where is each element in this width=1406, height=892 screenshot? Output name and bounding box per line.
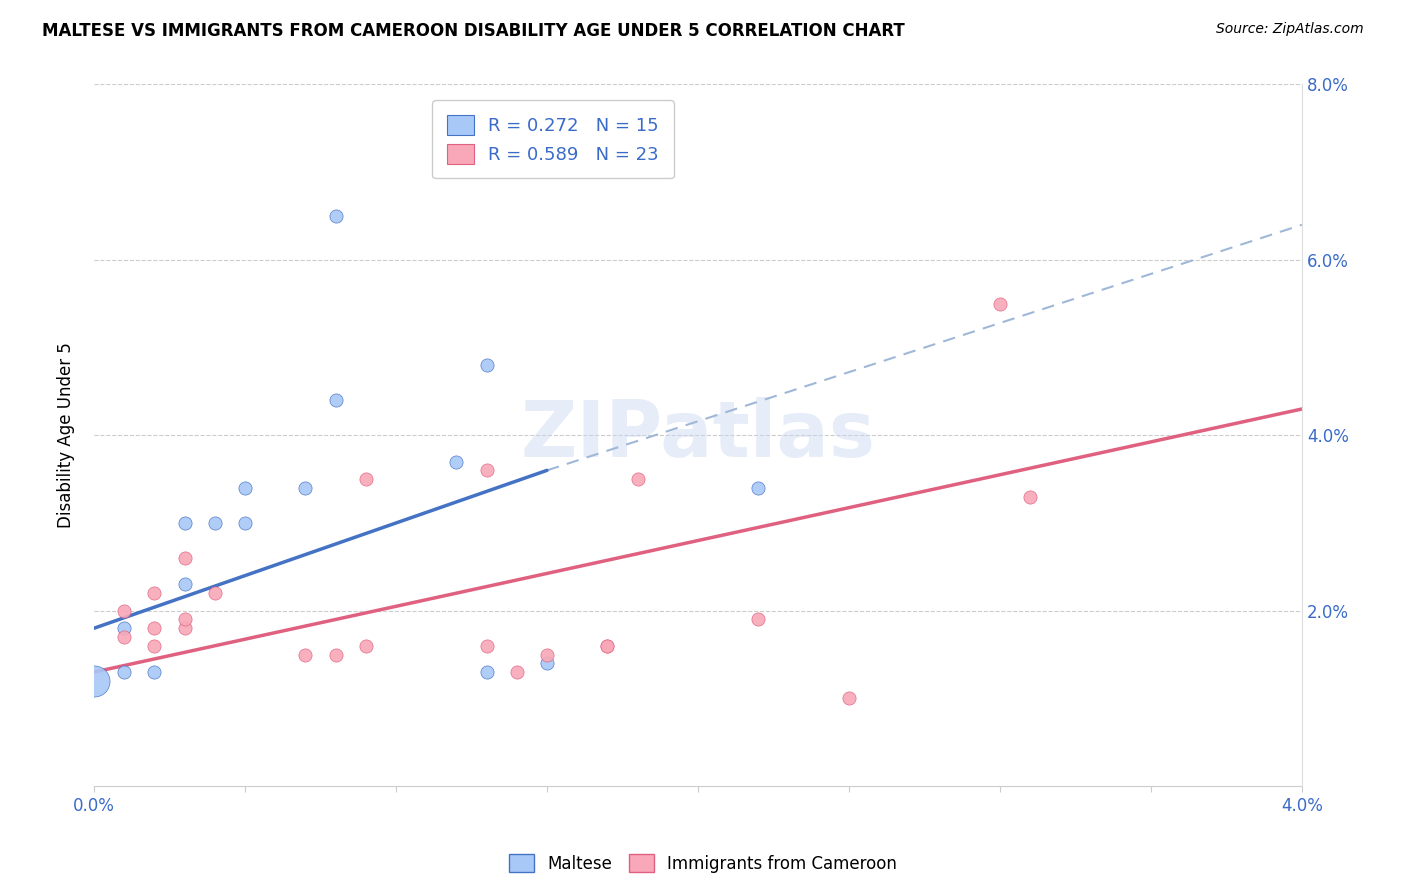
Point	[143, 639, 166, 653]
Point	[173, 621, 195, 635]
Point	[506, 665, 529, 679]
Point	[536, 657, 558, 671]
Point	[112, 621, 135, 635]
Point	[475, 358, 498, 372]
Point	[233, 516, 256, 530]
Point	[596, 639, 619, 653]
Point	[988, 296, 1011, 310]
Point	[325, 393, 347, 408]
Point	[475, 463, 498, 477]
Point	[112, 665, 135, 679]
Point	[747, 481, 769, 495]
Point	[626, 472, 648, 486]
Point	[325, 209, 347, 223]
Y-axis label: Disability Age Under 5: Disability Age Under 5	[58, 343, 75, 528]
Text: Source: ZipAtlas.com: Source: ZipAtlas.com	[1216, 22, 1364, 37]
Point	[143, 621, 166, 635]
Text: MALTESE VS IMMIGRANTS FROM CAMEROON DISABILITY AGE UNDER 5 CORRELATION CHART: MALTESE VS IMMIGRANTS FROM CAMEROON DISA…	[42, 22, 905, 40]
Point	[838, 691, 860, 706]
Point	[112, 630, 135, 644]
Point	[596, 639, 619, 653]
Legend: R = 0.272   N = 15, R = 0.589   N = 23: R = 0.272 N = 15, R = 0.589 N = 23	[433, 101, 673, 178]
Legend: Maltese, Immigrants from Cameroon: Maltese, Immigrants from Cameroon	[502, 847, 904, 880]
Point	[233, 481, 256, 495]
Point	[294, 648, 316, 662]
Point	[173, 612, 195, 626]
Point	[325, 648, 347, 662]
Point	[173, 551, 195, 566]
Point	[143, 586, 166, 600]
Point	[294, 481, 316, 495]
Point	[536, 648, 558, 662]
Point	[747, 612, 769, 626]
Point	[446, 454, 468, 468]
Point	[354, 639, 377, 653]
Point	[173, 516, 195, 530]
Point	[475, 639, 498, 653]
Point	[173, 577, 195, 591]
Point	[354, 472, 377, 486]
Point	[112, 604, 135, 618]
Point	[83, 673, 105, 688]
Point	[143, 665, 166, 679]
Text: ZIPatlas: ZIPatlas	[520, 397, 876, 474]
Point	[1019, 490, 1042, 504]
Point	[475, 665, 498, 679]
Point	[204, 586, 226, 600]
Point	[204, 516, 226, 530]
